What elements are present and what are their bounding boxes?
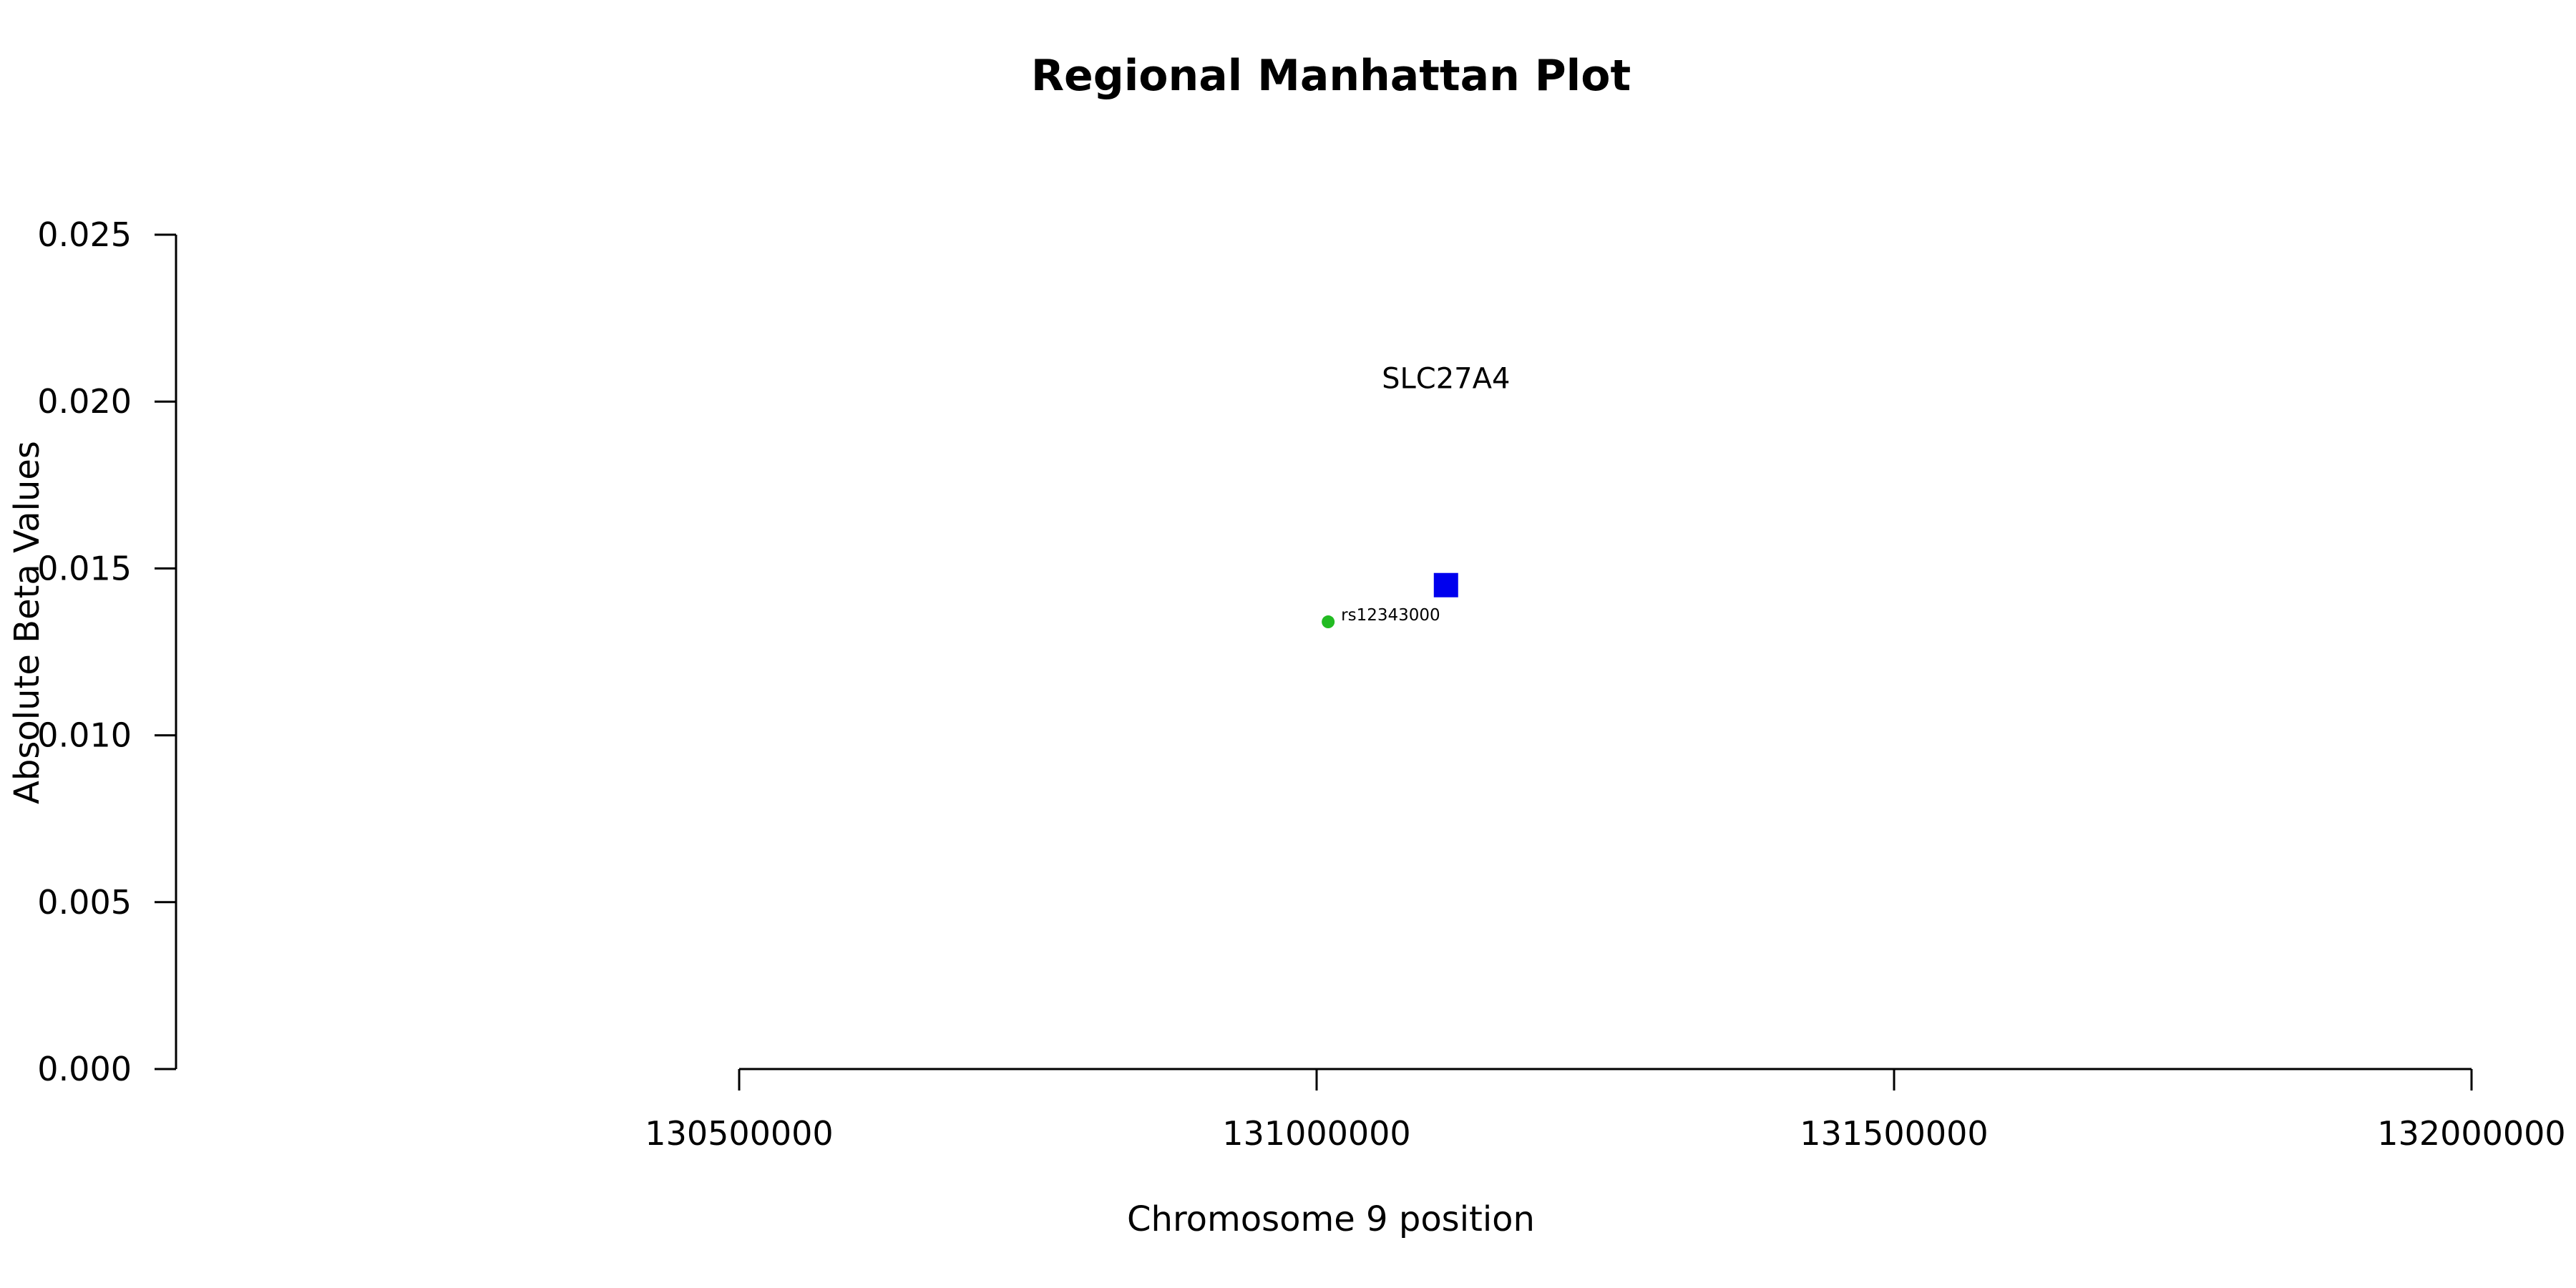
y-tick-label: 0.015 [37, 549, 132, 587]
y-tick-label: 0.020 [37, 382, 132, 421]
x-tick-label: 130500000 [645, 1114, 833, 1153]
chart-title: Regional Manhattan Plot [1031, 51, 1631, 101]
data-point-square [1433, 572, 1458, 597]
x-axis: 130500000 131000000 131500000 132000000 [645, 1068, 2566, 1153]
gene-label: SLC27A4 [1382, 363, 1510, 396]
x-tick-label: 131500000 [1800, 1114, 1988, 1153]
x-tick-label: 131000000 [1222, 1114, 1410, 1153]
snp-label: rs12343000 [1341, 606, 1440, 625]
y-axis-label: Absolute Beta Values [7, 441, 47, 804]
y-axis: 0.000 0.005 0.010 0.015 0.020 0.025 [37, 215, 177, 1088]
plot-marks: rs12343000 SLC27A4 [1322, 363, 1510, 629]
y-tick-label: 0.025 [37, 215, 132, 254]
x-tick-label: 132000000 [2377, 1114, 2565, 1153]
data-point-circle [1322, 615, 1335, 629]
x-axis-label: Chromosome 9 position [1127, 1199, 1535, 1239]
y-tick-label: 0.005 [37, 883, 132, 922]
y-tick-label: 0.010 [37, 716, 132, 755]
y-tick-label: 0.000 [37, 1050, 132, 1088]
